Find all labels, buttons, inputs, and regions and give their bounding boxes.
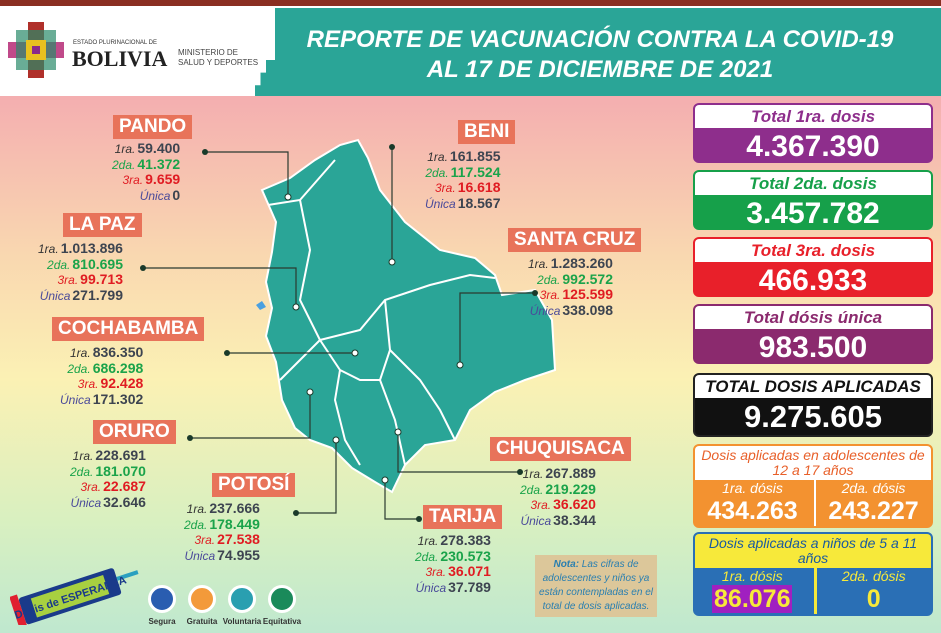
gov-small-text: ESTADO PLURINACIONAL DE xyxy=(73,40,158,46)
dose-row-d3: 3ra. 16.618 xyxy=(435,179,501,195)
dept-label-tarija: TARIJA xyxy=(423,505,503,529)
lake-titicaca xyxy=(256,301,266,310)
total-card-1: Total 1ra. dosis 4.367.390 xyxy=(693,103,933,163)
total-value: 4.367.390 xyxy=(746,130,880,163)
dept-label-cochabamba: COCHABAMBA xyxy=(52,317,205,341)
children-card: Dosis aplicadas a niños de 5 a 11 años 1… xyxy=(693,532,933,616)
dept-values-oruro: 1ra. 228.691 2da. 181.070 3ra. 22.687 Única 32.… xyxy=(70,448,146,510)
adolescents-second-dose: 2da. dósis 243.227 xyxy=(814,480,931,526)
dose-row-d2: 2da. 810.695 xyxy=(47,255,123,272)
dose-row-u: Única 338.098 xyxy=(529,301,613,318)
bolivia-emblem-logo xyxy=(8,22,64,78)
total-card-3: Total 3ra. dosis 466.933 xyxy=(693,237,933,297)
dose-row-u: Única 38.344 xyxy=(520,511,596,528)
grand-total-label: TOTAL DOSIS APLICADAS xyxy=(695,375,931,398)
dose-row-d3: 3ra. 99.713 xyxy=(57,271,123,287)
total-label: Total 1ra. dosis xyxy=(695,105,931,128)
dose-row-d3: 3ra. 92.428 xyxy=(77,375,144,391)
dose-row-d1: 1ra. 267.889 xyxy=(522,465,596,481)
ministry-text: MINISTERIO DE SALUD Y DEPORTES xyxy=(178,48,259,67)
dose-row-d1: 1ra. 59.400 xyxy=(114,140,181,156)
total-card-2: Total 2da. dosis 3.457.782 xyxy=(693,170,933,230)
dept-values-beni: 1ra. 161.855 2da. 117.524 3ra. 16.618 Única 18.… xyxy=(425,149,501,211)
smile-icon xyxy=(188,585,216,613)
dose-row-d2: 2da. 230.573 xyxy=(415,547,491,564)
dept-values-la-paz: 1ra. 1.013.896 2da. 810.695 3ra. 99.713 Única 2… xyxy=(38,241,123,303)
children-first-dose: 1ra. dósis 86.076 xyxy=(712,568,793,613)
department-borders xyxy=(267,159,496,466)
adolescents-first-dose: 1ra. dósis 434.263 xyxy=(707,480,798,525)
dose-row-d1: 1ra. 1.283.260 xyxy=(528,255,613,271)
scales-icon xyxy=(268,585,296,613)
dose-row-d1: 1ra. 278.383 xyxy=(417,532,491,548)
dose-row-u: Única 271.799 xyxy=(39,286,123,303)
region-markers xyxy=(284,193,464,484)
dept-label-pando: PANDO xyxy=(113,115,193,139)
report-title: REPORTE DE VACUNACIÓN CONTRA LA COVID-19 xyxy=(306,26,894,53)
dose-row-d2: 2da. 686.298 xyxy=(67,359,144,376)
dose-row-d3: 3ra. 22.687 xyxy=(80,478,146,494)
total-label: Total dósis única xyxy=(695,306,931,329)
total-label: Total 2da. dosis xyxy=(695,172,931,195)
dose-row-d1: 1ra. 228.691 xyxy=(72,447,146,463)
dept-values-santa-cruz: 1ra. 1.283.260 2da. 992.572 3ra. 125.599 Única… xyxy=(528,256,613,318)
dose-row-u: Única 18.567 xyxy=(425,194,501,211)
shield-check-icon xyxy=(148,585,176,613)
adolescents-title: Dosis aplicadas en adolescentes de 12 a … xyxy=(695,446,931,480)
dose-row-d3: 3ra. 27.538 xyxy=(194,531,260,547)
dose-row-d3: 3ra. 125.599 xyxy=(539,286,613,302)
dose-row-d2: 2da. 181.070 xyxy=(70,462,146,479)
total-label: Total 3ra. dosis xyxy=(695,239,931,262)
adolescents-card: Dosis aplicadas en adolescentes de 12 a … xyxy=(693,444,933,528)
dose-row-u: Única 37.789 xyxy=(415,578,491,595)
grand-total-value: 9.275.605 xyxy=(744,399,882,434)
dose-row-d2: 2da. 992.572 xyxy=(537,270,613,287)
total-value: 466.933 xyxy=(758,264,868,297)
dose-row-d2: 2da. 219.229 xyxy=(520,480,596,497)
dept-label-oruro: ORURO xyxy=(93,420,176,444)
dept-values-potos-: 1ra. 237.666 2da. 178.449 3ra. 27.538 Única 74.… xyxy=(184,501,260,563)
dose-row-d3: 3ra. 9.659 xyxy=(122,171,181,187)
children-title: Dosis aplicadas a niños de 5 a 11 años xyxy=(695,534,931,568)
dept-label-beni: BENI xyxy=(458,120,516,144)
report-date: AL 17 DE DICIEMBRE DE 2021 xyxy=(426,56,774,83)
leader-lines xyxy=(143,147,535,520)
dept-values-tarija: 1ra. 278.383 2da. 230.573 3ra. 36.071 Única 37.… xyxy=(415,533,491,595)
dose-row-d1: 1ra. 161.855 xyxy=(427,148,501,164)
total-value: 3.457.782 xyxy=(746,197,880,230)
dose-row-d2: 2da. 178.449 xyxy=(184,515,260,532)
dept-label-la-paz: LA PAZ xyxy=(63,213,142,237)
dose-row-u: Única 0 xyxy=(139,186,181,203)
note-box: Nota: Las cifras de adolescentes y niños… xyxy=(535,555,657,617)
children-second-dose: 2da. dósis 0 xyxy=(813,568,932,614)
grand-total-card: TOTAL DOSIS APLICADAS 9.275.605 xyxy=(693,373,933,437)
leader-dots xyxy=(140,144,538,522)
dose-row-d1: 1ra. 1.013.896 xyxy=(38,240,123,256)
total-card-4: Total dósis única 983.500 xyxy=(693,304,933,364)
dose-row-u: Única 32.646 xyxy=(70,493,146,510)
top-bar xyxy=(0,0,941,6)
dose-row-d3: 3ra. 36.620 xyxy=(530,496,596,512)
dept-values-chuquisaca: 1ra. 267.889 2da. 219.229 3ra. 36.620 Única 38.… xyxy=(520,466,596,528)
dose-row-d1: 1ra. 836.350 xyxy=(70,344,144,360)
dose-row-u: Única 74.955 xyxy=(184,546,260,563)
dose-row-d2: 2da. 41.372 xyxy=(112,155,181,172)
dose-row-d3: 3ra. 36.071 xyxy=(425,563,491,579)
dept-label-chuquisaca: CHUQUISACA xyxy=(490,437,631,461)
dose-row-u: Única 171.302 xyxy=(60,390,144,407)
raised-hand-icon xyxy=(228,585,256,613)
dept-label-potos-: POTOSÍ xyxy=(212,473,296,497)
dose-row-d1: 1ra. 237.666 xyxy=(186,500,260,516)
gov-big-text: BOLIVIA xyxy=(72,46,168,71)
title-banner xyxy=(275,8,941,96)
dept-values-cochabamba: 1ra. 836.350 2da. 686.298 3ra. 92.428 Única 171… xyxy=(60,345,143,407)
total-value: 983.500 xyxy=(758,331,868,364)
dosis-de-esperanza-logo: Dosis de ESPERANZA xyxy=(10,568,139,625)
dose-row-d2: 2da. 117.524 xyxy=(425,163,501,180)
dept-values-pando: 1ra. 59.400 2da. 41.372 3ra. 9.659 Única 0 xyxy=(112,141,180,203)
dept-label-santa-cruz: SANTA CRUZ xyxy=(508,228,642,252)
